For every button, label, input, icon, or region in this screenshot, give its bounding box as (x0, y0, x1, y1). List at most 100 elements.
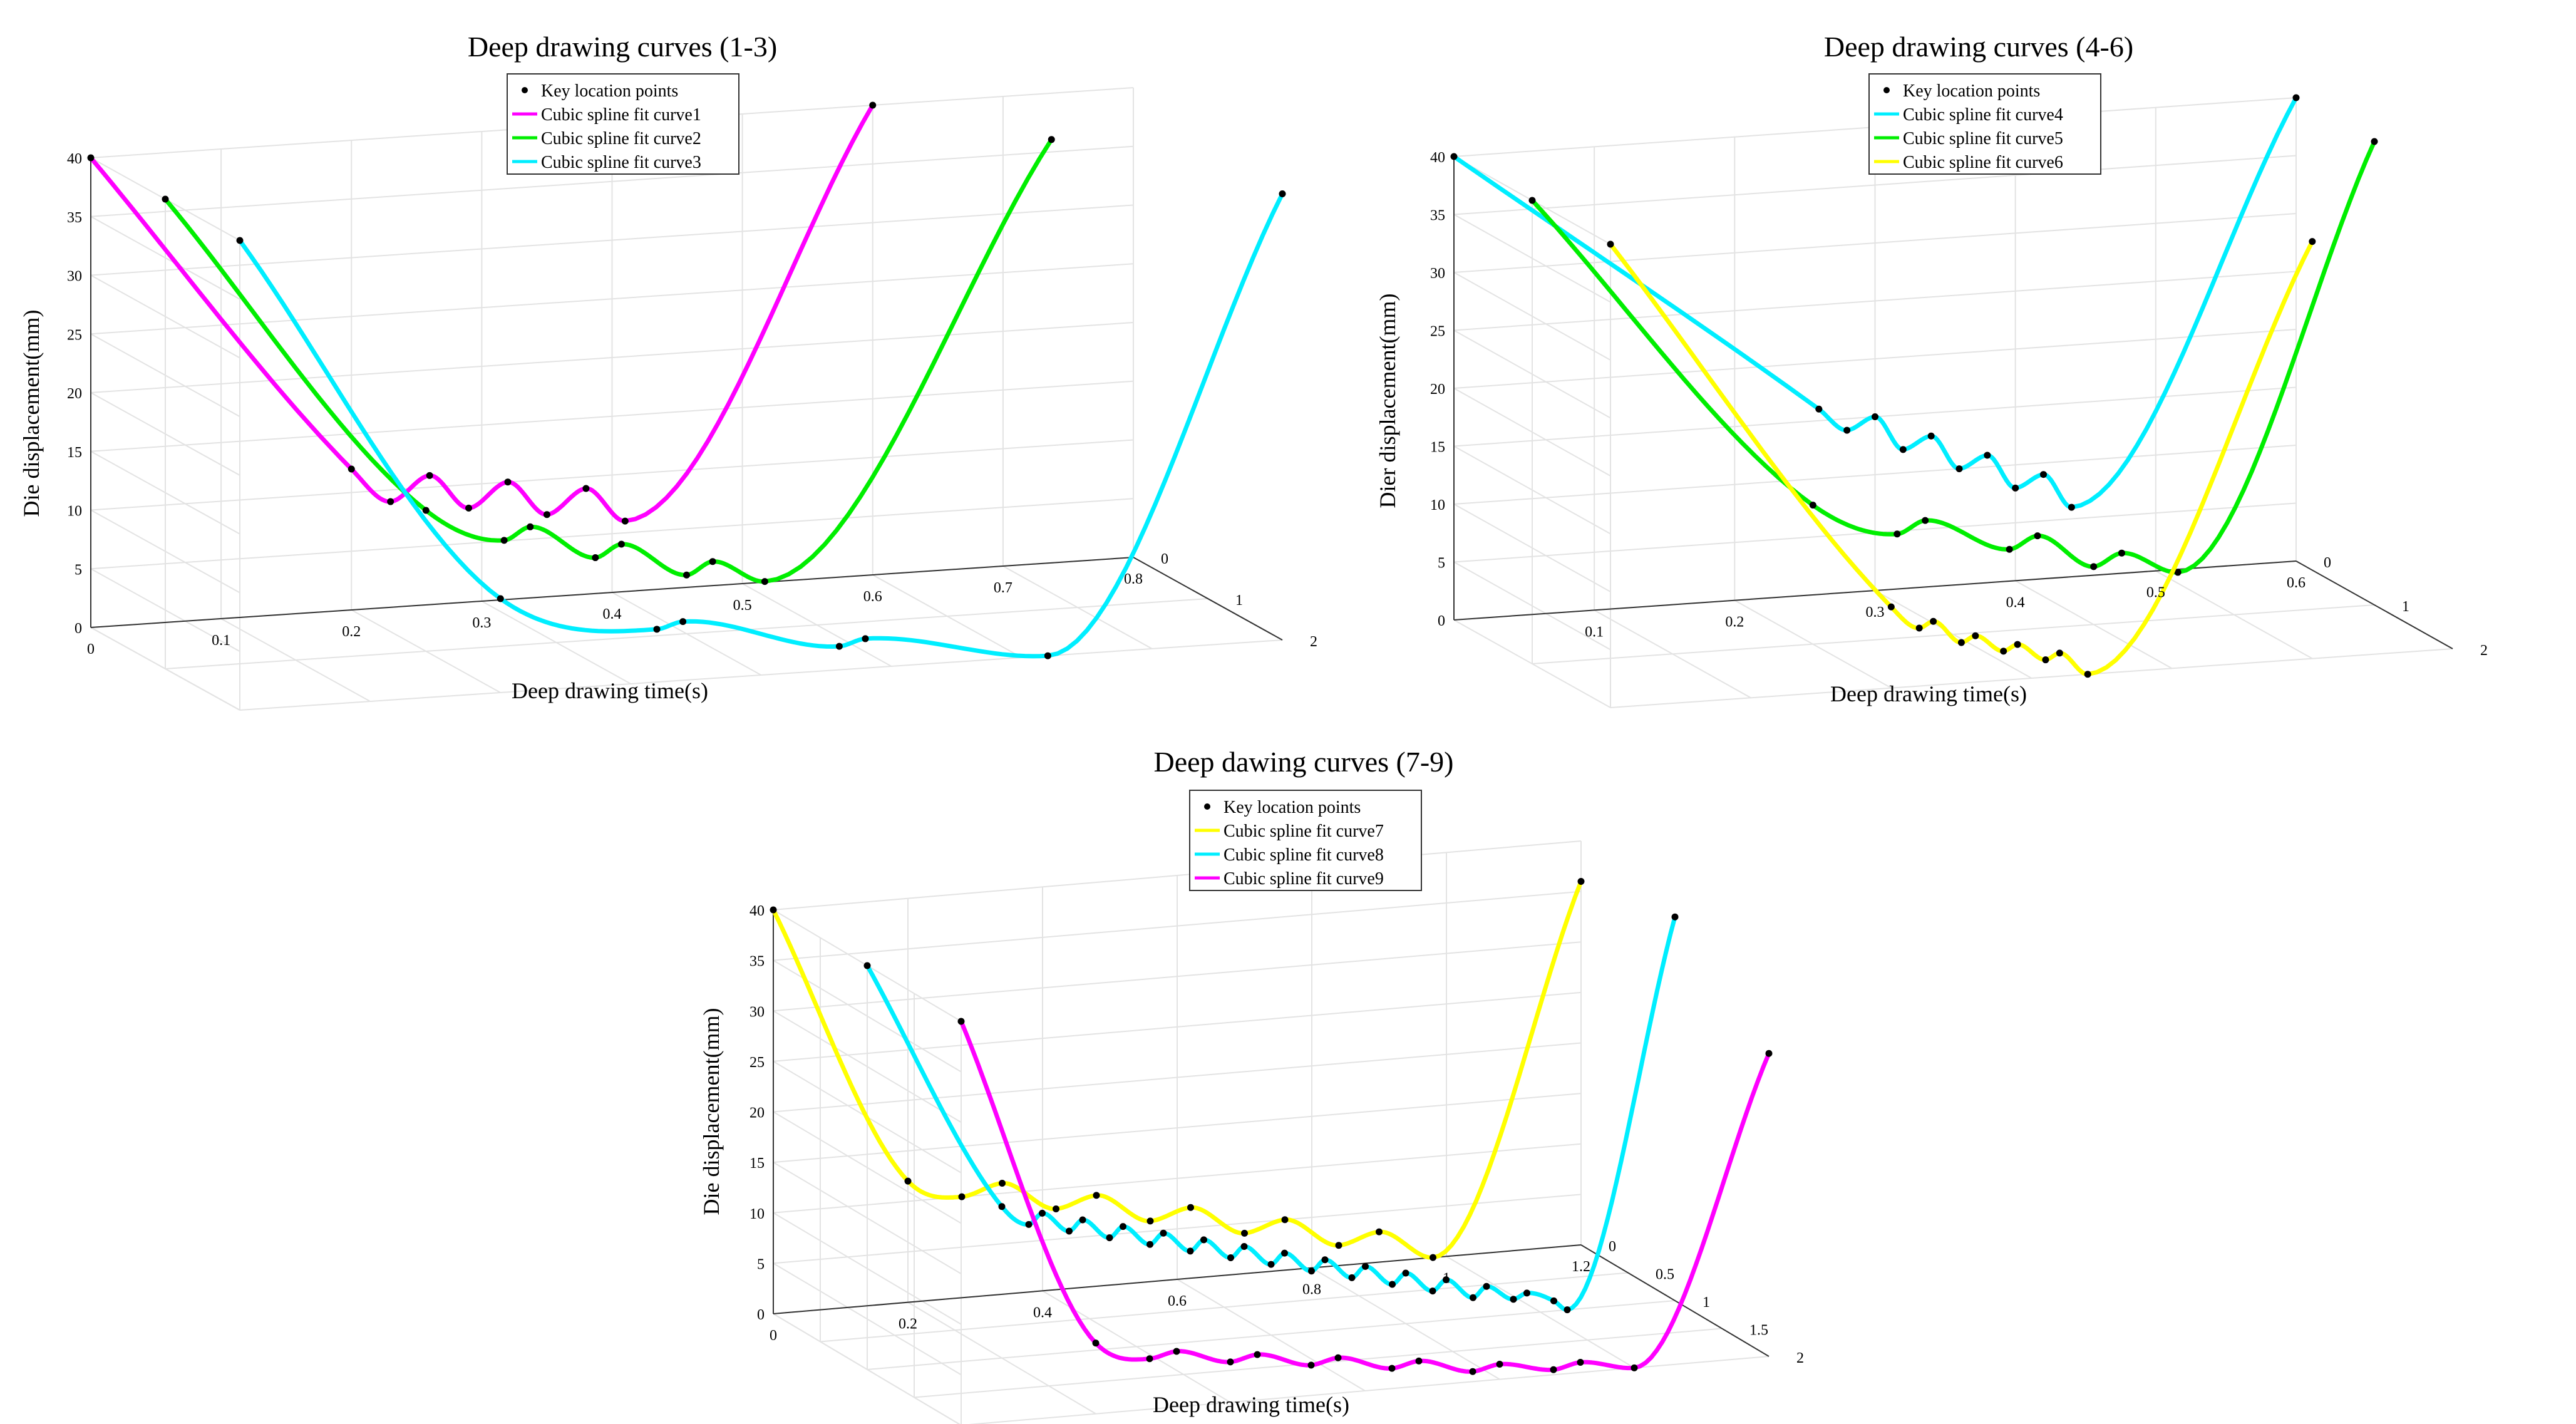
z-tick-label: 5 (1438, 555, 1445, 572)
gridline-z (773, 890, 1582, 961)
chart-title: Deep dawing curves (7-9) (1154, 746, 1454, 778)
gridline-y (867, 1300, 1676, 1370)
key-location-point (2056, 649, 2063, 657)
key-location-point (2084, 671, 2091, 678)
z-tick-label: 20 (67, 386, 82, 402)
x-tick-label: 1.2 (1572, 1259, 1590, 1275)
z-tick-label: 30 (67, 269, 82, 285)
key-location-point (162, 195, 169, 203)
z-axis-label: Die displacement(mm) (19, 310, 44, 517)
z-tick-label: 0 (75, 621, 82, 637)
key-location-point (862, 635, 869, 642)
key-location-point (500, 537, 508, 544)
x-axis-line (773, 1244, 1582, 1314)
legend: Key location points Cubic spline fit cur… (1868, 73, 2101, 175)
legend-item-curve2: Cubic spline fit curve2 (541, 129, 701, 148)
series-line-cubic-spline-fit-curve1 (88, 103, 875, 524)
x-tick-label: 0.8 (1302, 1282, 1321, 1298)
z-tick-label: 5 (75, 562, 82, 578)
key-location-point (1955, 465, 1963, 473)
key-location-point (1227, 1254, 1234, 1261)
z-tick-label: 10 (750, 1206, 765, 1222)
key-location-point (1307, 1361, 1315, 1369)
legend-item-curve9: Cubic spline fit curve9 (1224, 869, 1384, 889)
key-location-point (958, 1193, 966, 1200)
y-tick-label: 1.5 (1749, 1323, 1768, 1339)
x-axis-label: Deep drawing time(s) (1830, 681, 2027, 706)
key-location-point (1362, 1262, 1369, 1270)
key-location-point (1079, 1216, 1086, 1224)
y-tick-label: 1 (1703, 1294, 1710, 1311)
gridline-z (90, 204, 1134, 276)
key-location-point (1957, 639, 1965, 646)
series-line-cubic-spline-fit-curve3 (237, 192, 1285, 659)
key-location-point (1577, 1359, 1584, 1366)
key-location-point (1443, 1276, 1450, 1284)
key-location-point (1093, 1192, 1100, 1199)
key-location-point (2012, 484, 2019, 492)
gridline-z (90, 498, 1134, 570)
gridline-z (1453, 329, 2297, 389)
key-location-point (1809, 502, 1816, 509)
key-location-point (1872, 413, 1878, 420)
key-location-point (1092, 1339, 1100, 1347)
key-location-point (1415, 1357, 1423, 1365)
key-location-point (2068, 503, 2075, 511)
x-tick-label: 0.6 (2287, 575, 2306, 591)
z-tick-label: 35 (1430, 208, 1445, 224)
key-location-point (1066, 1227, 1073, 1235)
key-location-point (2371, 138, 2378, 145)
key-location-point (1039, 1209, 1046, 1217)
x-tick-label: 0.4 (603, 606, 622, 622)
gridline-z (90, 145, 1134, 217)
z-tick-label: 0 (757, 1307, 765, 1323)
key-location-point (1893, 530, 1901, 538)
key-location-point (1671, 913, 1679, 921)
chart-title: Deep drawing curves (1-3) (468, 31, 777, 63)
key-location-point (2292, 94, 2300, 101)
key-location-point (683, 571, 690, 579)
z-tick-label: 25 (1430, 324, 1445, 340)
key-location-point (527, 523, 534, 530)
key-location-point (999, 1179, 1006, 1187)
y-tick-label: 1 (2402, 599, 2409, 615)
gridline-y (968, 1356, 1770, 1424)
key-location-point (1550, 1366, 1557, 1373)
key-location-point (863, 962, 871, 969)
z-tick-label: 25 (750, 1055, 765, 1071)
key-location-point (1577, 878, 1585, 885)
key-location-point (2118, 549, 2125, 557)
key-location-point (2309, 238, 2316, 245)
key-location-point (1227, 1358, 1234, 1366)
key-location-point (426, 472, 433, 479)
key-location-point (1281, 1216, 1289, 1224)
gridline-z (1453, 213, 2297, 273)
x-tick-label: 0.2 (899, 1316, 917, 1333)
z-tick-label: 15 (1430, 440, 1445, 456)
gridline-z (1453, 271, 2297, 331)
key-location-point (1348, 1274, 1356, 1281)
key-location-point (1483, 1282, 1490, 1290)
key-location-point (1146, 1217, 1154, 1225)
x-tick-label: 0.4 (2006, 594, 2025, 611)
key-location-point (1765, 1050, 1773, 1057)
chart-panel-2: Deep drawing curves (4-6) 0.1 0.2 0.3 0.4 0.… (1375, 31, 2488, 708)
key-location-point (348, 465, 355, 473)
key-location-point (2014, 641, 2021, 648)
x-tick-label: 0.1 (212, 632, 230, 649)
key-location-point (1469, 1368, 1476, 1375)
x-tick-label: 0 (770, 1328, 777, 1344)
gridline-z (773, 1093, 1582, 1163)
key-location-point (236, 237, 244, 244)
key-location-point (1279, 190, 1286, 197)
z-tick-label: 35 (750, 954, 765, 970)
y-axis-line (2295, 560, 2453, 649)
legend-box (1868, 73, 2101, 175)
y-tick-label: 2 (1796, 1350, 1804, 1366)
key-location-point (1550, 1297, 1557, 1304)
z-axis-label: Die displacement(mm) (699, 1008, 724, 1215)
key-location-point (1120, 1223, 1126, 1231)
z-tick-label: 5 (757, 1256, 765, 1272)
chart-panel-3: Deep dawing curves (7-9) 0 0.2 0.4 0.6 0.8 1 1… (699, 746, 1804, 1424)
